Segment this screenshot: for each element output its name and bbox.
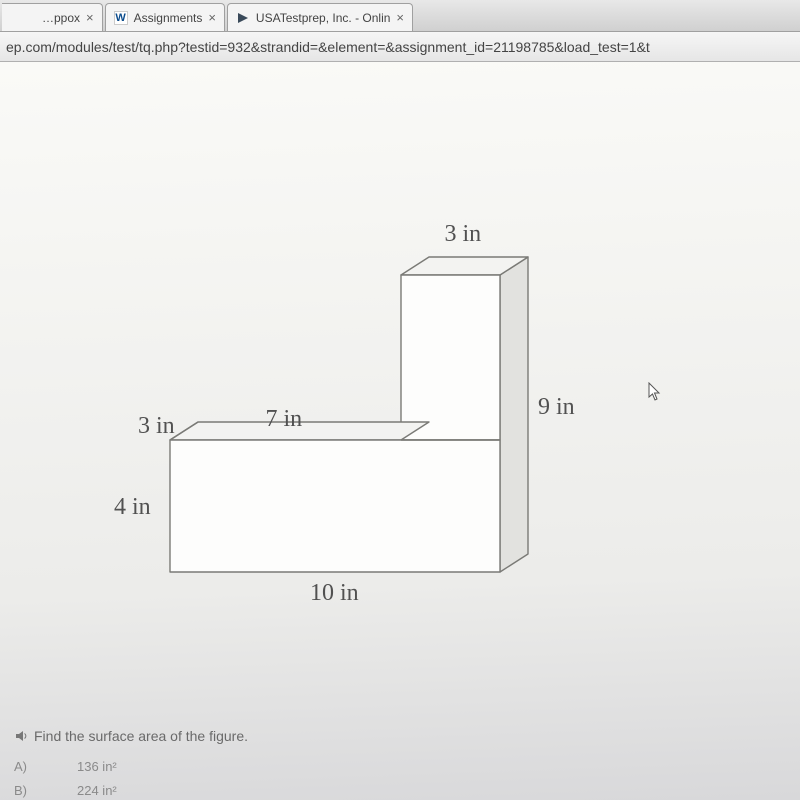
figure-diagram: 3 in 9 in 7 in 3 in 4 in 10 in [50,102,750,662]
dim-label-10: 10 in [310,580,359,607]
favicon-word: W [114,11,128,25]
dim-label-3-left: 3 in [138,413,175,440]
favicon-usatestprep [236,11,250,25]
url-text: ep.com/modules/test/tq.php?testid=932&st… [6,39,650,55]
browser-tabs: …ppox × W Assignments × USATestprep, Inc… [0,0,800,32]
choice-text: 224 in² [77,783,117,798]
close-icon[interactable]: × [86,10,94,25]
question-text: Find the surface area of the figure. [34,728,248,744]
answer-choice-a[interactable]: A) 136 in² [14,759,117,774]
tab-label: …ppox [42,11,80,25]
tab-label: USATestprep, Inc. - Onlin [256,11,391,25]
tab-usatestprep[interactable]: USATestprep, Inc. - Onlin × [227,3,413,31]
close-icon[interactable]: × [208,10,216,25]
dim-label-9: 9 in [538,394,575,421]
dim-label-4: 4 in [114,494,151,521]
choice-letter: A) [14,759,27,774]
tab-0[interactable]: …ppox × [2,3,103,31]
tab-assignments[interactable]: W Assignments × [105,3,225,31]
url-bar[interactable]: ep.com/modules/test/tq.php?testid=932&st… [0,32,800,62]
question-prompt: Find the surface area of the figure. [14,728,248,744]
composite-prism-svg [50,102,750,662]
page-content: 3 in 9 in 7 in 3 in 4 in 10 in Find the … [0,62,800,800]
speaker-icon[interactable] [14,729,28,743]
dim-label-7: 7 in [266,406,303,433]
choice-letter: B) [14,783,27,798]
close-icon[interactable]: × [396,10,404,25]
answer-choice-b[interactable]: B) 224 in² [14,783,117,798]
choice-text: 136 in² [77,759,117,774]
tab-label: Assignments [134,11,203,25]
dim-label-3-top: 3 in [445,221,482,248]
